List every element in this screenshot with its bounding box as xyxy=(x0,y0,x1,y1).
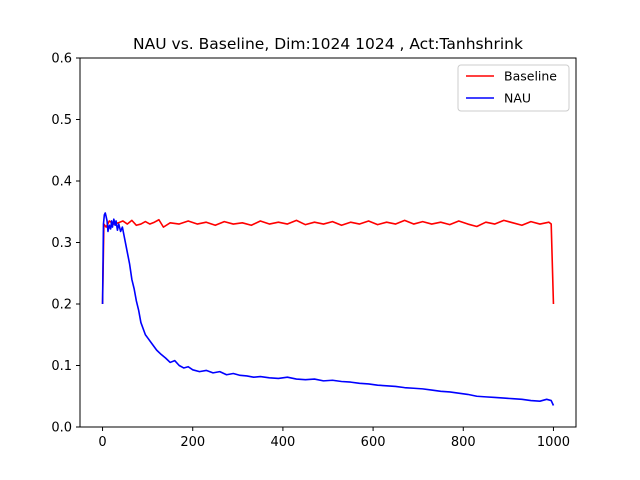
x-tick-label: 1000 xyxy=(537,435,570,450)
legend: Baseline NAU xyxy=(457,64,570,112)
y-tick-label: 0.5 xyxy=(51,113,72,128)
x-tick-label: 0 xyxy=(98,435,106,450)
series-line-baseline xyxy=(101,218,555,305)
y-tick-label: 0.6 xyxy=(51,52,72,67)
legend-label-nau: NAU xyxy=(504,91,531,106)
y-axis: 0.0 0.1 0.2 0.3 0.4 0.5 0.6 xyxy=(51,52,80,436)
x-axis: 0 200 400 600 800 1000 xyxy=(98,427,570,450)
x-tick-label: 800 xyxy=(451,435,476,450)
legend-label-baseline: Baseline xyxy=(504,69,557,84)
y-tick-label: 0.4 xyxy=(51,175,72,190)
x-tick-label: 200 xyxy=(180,435,205,450)
x-tick-label: 600 xyxy=(361,435,386,450)
y-tick-label: 0.1 xyxy=(51,359,72,374)
chart-title: NAU vs. Baseline, Dim:1024 1024 , Act:Ta… xyxy=(133,35,523,53)
series-line-nau xyxy=(101,212,555,406)
y-tick-label: 0.0 xyxy=(51,421,72,436)
series-layer xyxy=(101,212,555,406)
y-tick-label: 0.3 xyxy=(51,236,72,251)
y-tick-label: 0.2 xyxy=(51,298,72,313)
x-tick-label: 400 xyxy=(270,435,295,450)
